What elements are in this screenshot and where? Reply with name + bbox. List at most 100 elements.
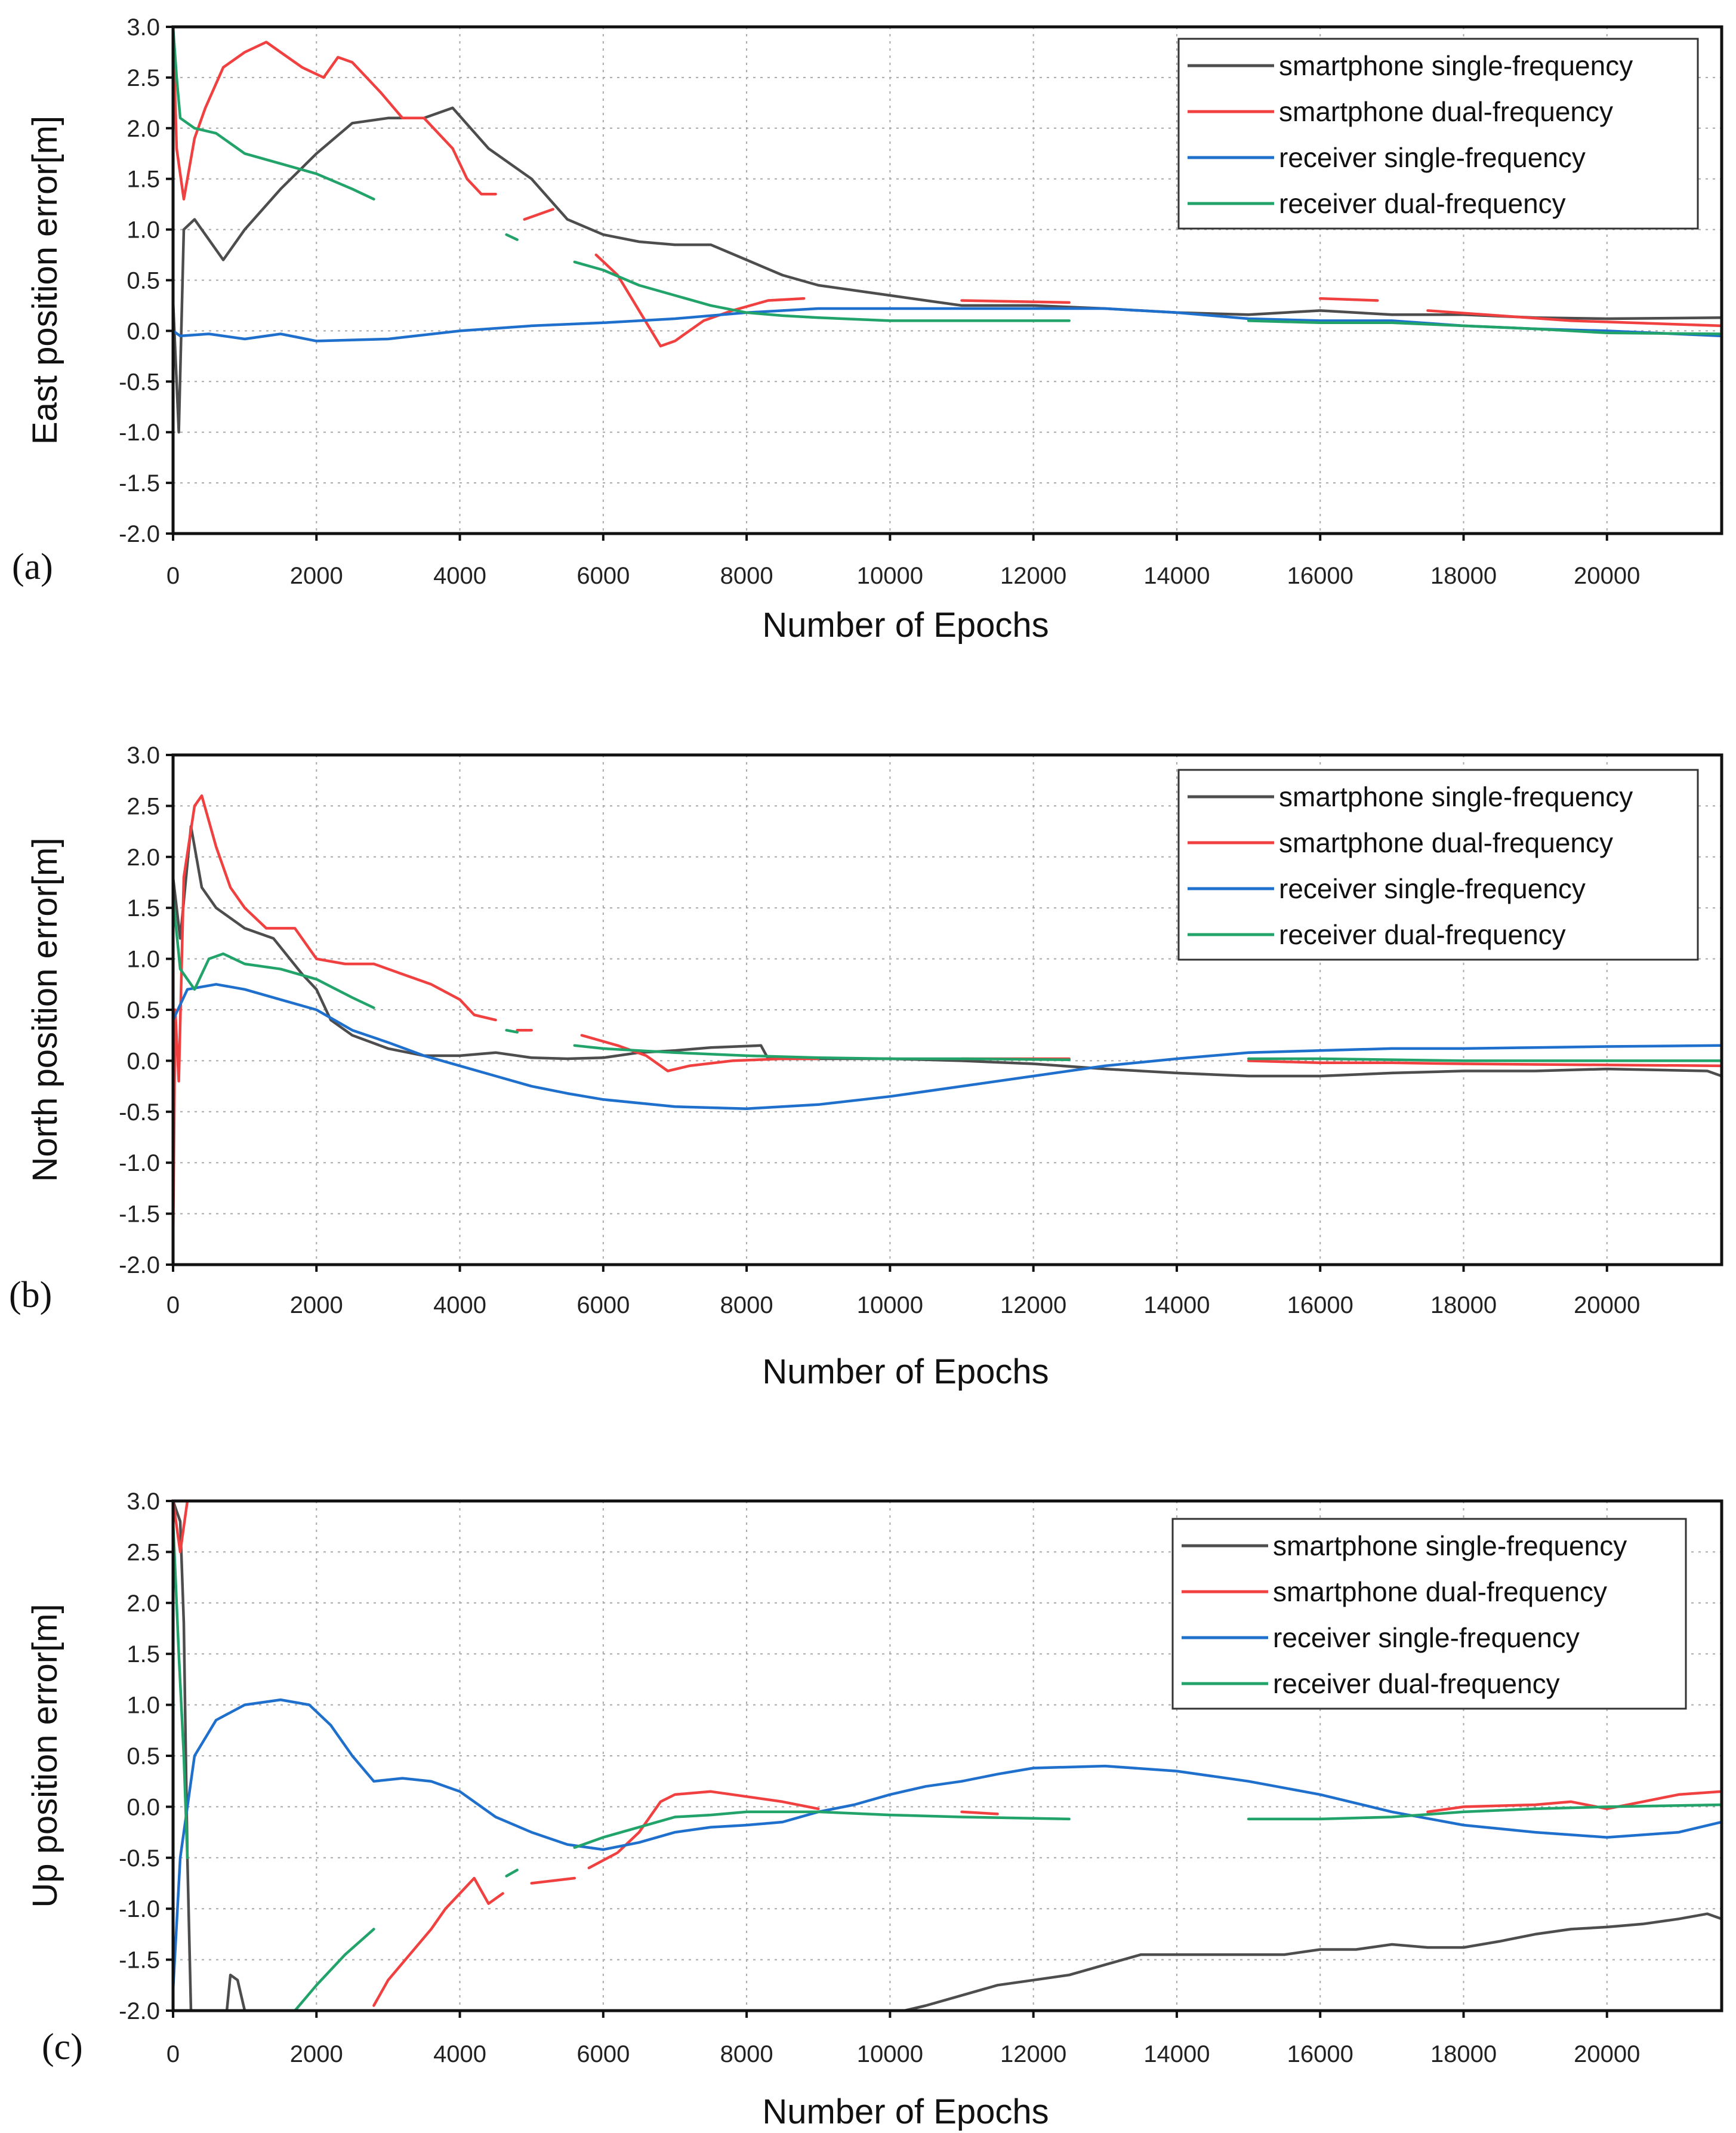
- y-tick-label: 2.5: [127, 1539, 160, 1565]
- legend-entry: smartphone dual-frequency: [1279, 96, 1613, 127]
- legend-entry: smartphone dual-frequency: [1273, 1576, 1607, 1607]
- series-line-4: [505, 233, 519, 241]
- series-line-2: [580, 1034, 619, 1047]
- x-tick-label: 12000: [1000, 1292, 1066, 1318]
- series-line-4: [573, 1810, 1071, 1849]
- series-line-4: [1247, 1057, 1722, 1062]
- legend: smartphone single-frequency smartphone du…: [1177, 769, 1699, 961]
- x-tick-label: 6000: [576, 2041, 630, 2067]
- y-tick-label: -1.0: [119, 420, 160, 446]
- x-tick-label: 18000: [1430, 2041, 1497, 2067]
- x-tick-label: 2000: [290, 1292, 343, 1318]
- x-axis-title: Number of Epochs: [762, 1352, 1049, 1391]
- panel-label: (a): [12, 547, 53, 587]
- x-tick-label: 16000: [1287, 2041, 1353, 2067]
- legend-box: [1177, 769, 1699, 961]
- x-tick-label: 6000: [576, 1292, 630, 1318]
- chart-panel-c: 3.0 2.5 2.0 1.5 1.0 0.5 0.0 -0.5 -1.0 -1.5 -2.00 20…: [26, 1488, 1723, 2131]
- x-tick-label: 14000: [1143, 1292, 1210, 1318]
- y-tick-label: 1.5: [127, 167, 160, 193]
- series-line-4: [573, 260, 1071, 322]
- series-line-2: [616, 1044, 820, 1072]
- y-tick-label: 0.5: [127, 268, 160, 294]
- x-tick-label: 16000: [1287, 1292, 1353, 1318]
- y-tick-label: 0.0: [127, 1048, 160, 1074]
- y-tick-label: -0.5: [119, 1099, 160, 1126]
- x-tick-label: 8000: [720, 2041, 773, 2067]
- y-axis-title: North position error[m]: [26, 838, 64, 1182]
- series-line-3: [173, 983, 1722, 1110]
- y-tick-label: 2.0: [127, 844, 160, 871]
- gridlines: [173, 27, 1722, 534]
- series-line-4: [505, 1869, 519, 1878]
- x-tick-label: 0: [166, 2041, 180, 2067]
- x-tick-label: 10000: [857, 1292, 923, 1318]
- y-tick-label: -1.0: [119, 1896, 160, 1922]
- series-line-4: [505, 1028, 519, 1034]
- series-line-2: [616, 273, 806, 348]
- series-line-2: [173, 1501, 189, 1553]
- series-line-4: [573, 1044, 1071, 1061]
- x-tick-label: 16000: [1287, 563, 1353, 589]
- series-line-2: [173, 794, 497, 1246]
- x-tick-label: 4000: [433, 563, 486, 589]
- legend-entry: receiver dual-frequency: [1279, 188, 1566, 219]
- legend-entry: receiver single-frequency: [1279, 142, 1586, 173]
- panel-label: (c): [42, 2027, 83, 2067]
- panel-label: (b): [9, 1275, 52, 1315]
- series-line-2: [960, 1810, 999, 1815]
- series-line-2: [1426, 309, 1722, 328]
- legend-box: [1171, 1518, 1687, 1710]
- y-tick-label: -0.5: [119, 1845, 160, 1872]
- x-tick-label: 0: [166, 1292, 180, 1318]
- x-axis-title: Number of Epochs: [762, 2092, 1049, 2131]
- y-tick-label: -2.0: [119, 1998, 160, 2024]
- series-line-4: [1247, 319, 1722, 335]
- y-tick-label: 3.0: [127, 1488, 160, 1515]
- series-line-2: [1426, 1790, 1722, 1814]
- legend-entry: receiver dual-frequency: [1279, 919, 1566, 950]
- series-line-2: [530, 1876, 576, 1885]
- y-tick-label: 1.0: [127, 217, 160, 243]
- series-line-3: [173, 1698, 1722, 1992]
- y-tick-label: 1.0: [127, 1693, 160, 1719]
- legend-entry: receiver single-frequency: [1279, 873, 1586, 904]
- series-line-4: [173, 1519, 189, 1860]
- series-line-4: [173, 27, 375, 201]
- series-line-1: [173, 825, 1722, 1078]
- y-tick-label: 3.0: [127, 742, 160, 769]
- chart-panel-a: 3.0 2.5 2.0 1.5 1.0 0.5 0.0 -0.5 -1.0 -1.5 -2.00 20…: [12, 14, 1723, 645]
- series-group: [173, 794, 1722, 1246]
- series-line-1: [173, 106, 1722, 434]
- x-tick-label: 12000: [1000, 563, 1066, 589]
- x-tick-label: 18000: [1430, 1292, 1497, 1318]
- y-tick-label: -2.0: [119, 1252, 160, 1278]
- y-tick-label: -0.5: [119, 369, 160, 395]
- y-tick-label: 0.0: [127, 318, 160, 344]
- series-line-1: [173, 1501, 193, 2011]
- series-line-2: [372, 1876, 504, 2007]
- legend: smartphone single-frequency smartphone du…: [1177, 38, 1699, 230]
- x-tick-label: 14000: [1143, 2041, 1210, 2067]
- y-tick-label: -1.5: [119, 1201, 160, 1228]
- x-tick-label: 2000: [290, 563, 343, 589]
- x-tick-label: 8000: [720, 563, 773, 589]
- x-tick-label: 4000: [433, 1292, 486, 1318]
- y-tick-label: 1.5: [127, 1641, 160, 1667]
- x-tick-label: 2000: [290, 2041, 343, 2067]
- series-line-2: [173, 27, 497, 201]
- y-tick-label: 2.5: [127, 793, 160, 819]
- series-line-2: [1247, 1059, 1722, 1068]
- x-tick-label: 10000: [857, 2041, 923, 2067]
- series-line-4: [293, 1928, 375, 2011]
- y-tick-label: 3.0: [127, 14, 160, 41]
- legend-box: [1177, 38, 1699, 230]
- x-tick-label: 20000: [1574, 563, 1640, 589]
- legend-entry: smartphone single-frequency: [1273, 1530, 1627, 1561]
- y-tick-label: 1.0: [127, 947, 160, 973]
- legend-entry: receiver dual-frequency: [1273, 1668, 1560, 1699]
- y-tick-label: -2.0: [119, 521, 160, 547]
- x-tick-label: 6000: [576, 563, 630, 589]
- x-tick-label: 18000: [1430, 563, 1497, 589]
- x-axis-title: Number of Epochs: [762, 606, 1049, 645]
